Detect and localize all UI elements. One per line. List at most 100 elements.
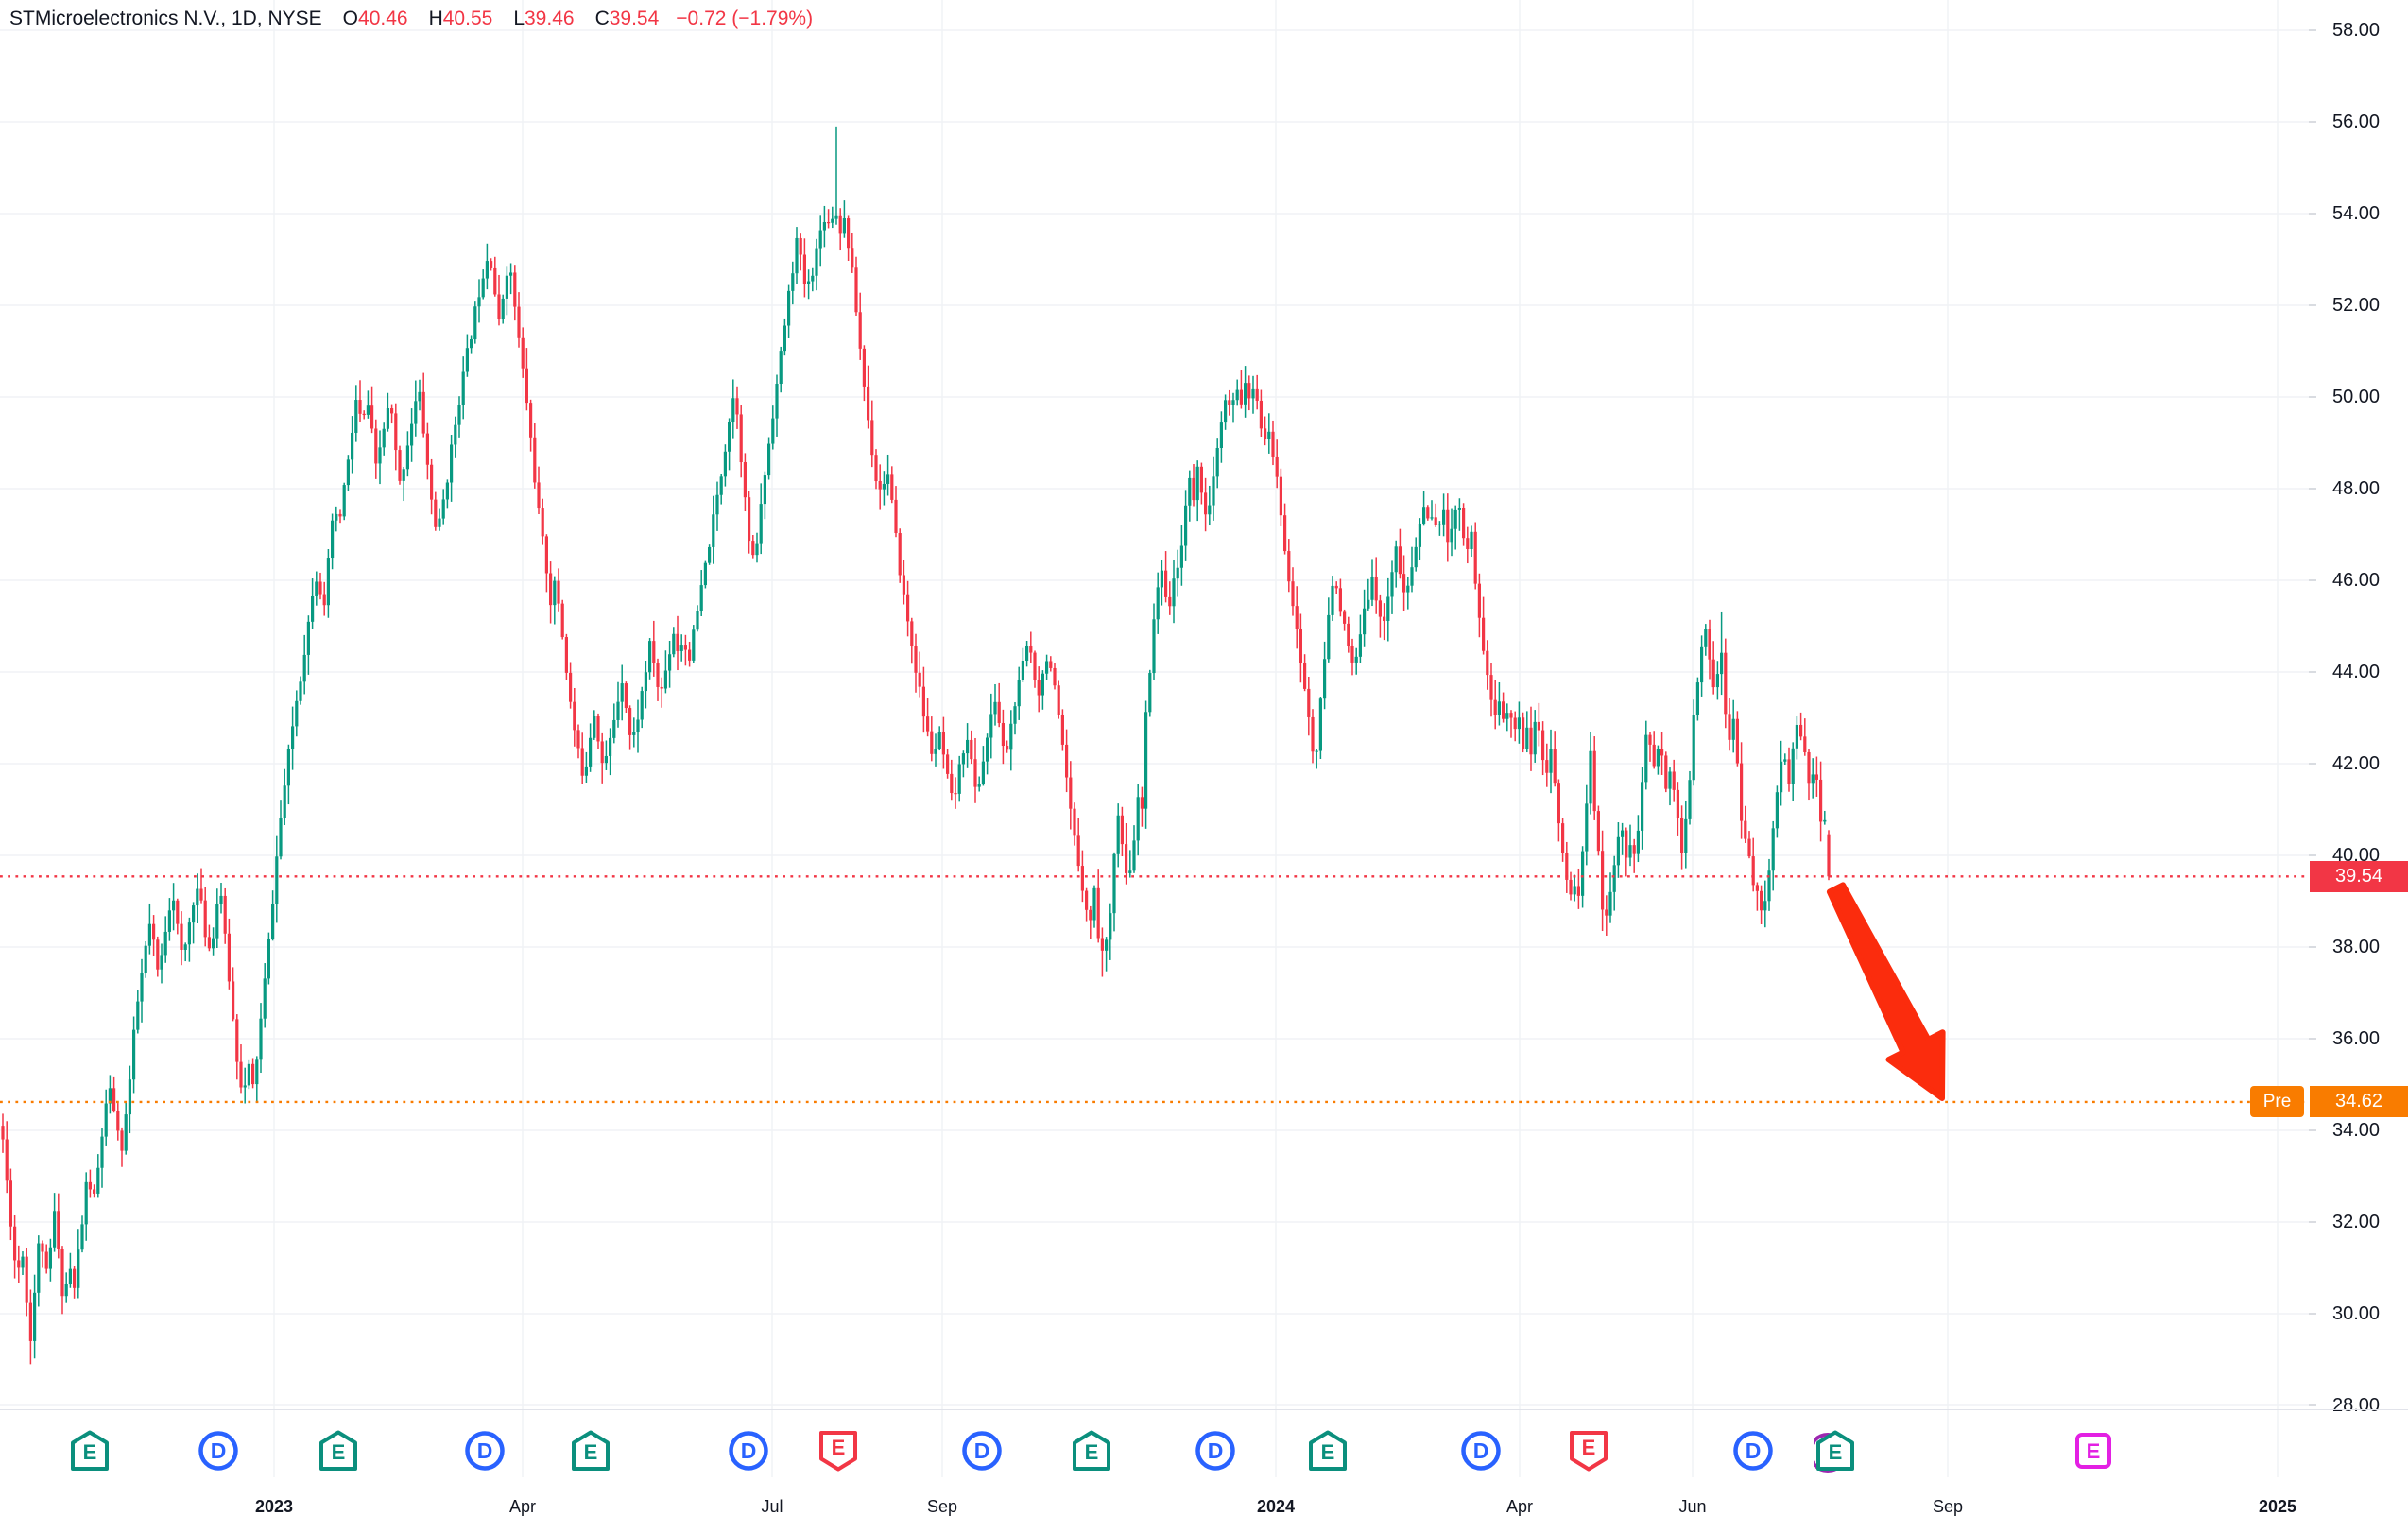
price-axis-label: 44.00 — [2332, 662, 2381, 682]
candle-body — [1517, 717, 1521, 730]
dividend-badge[interactable]: D — [197, 1429, 240, 1473]
earnings-beat-badge[interactable]: E — [1306, 1429, 1350, 1473]
candle-body — [263, 978, 267, 1019]
candle-body — [799, 237, 802, 255]
earnings-upcoming-badge[interactable]: E — [2072, 1429, 2115, 1473]
dividend-badge[interactable]: D — [1459, 1429, 1503, 1473]
candle-body — [533, 437, 537, 483]
candle-body — [1513, 717, 1517, 730]
candle-body — [1644, 734, 1648, 783]
candle-body — [600, 741, 604, 764]
dividend-badge[interactable]: D — [727, 1429, 770, 1473]
candle-body — [430, 464, 434, 500]
candle-body — [593, 716, 596, 738]
candle-body — [926, 716, 930, 732]
dividend-badge[interactable]: D — [960, 1429, 1004, 1473]
earnings-beat-overlap-badge[interactable]: E — [1808, 1429, 1857, 1473]
candle-body — [1751, 856, 1755, 886]
candle-body — [370, 405, 374, 429]
candle-body — [1493, 699, 1497, 715]
earnings-miss-badge[interactable]: E — [1567, 1429, 1610, 1473]
candle-body — [88, 1181, 92, 1190]
candle-body — [771, 418, 775, 444]
price-axis-label: 54.00 — [2332, 203, 2381, 224]
candle-body — [878, 481, 882, 490]
candle-body — [203, 900, 207, 938]
pre-market-chip: Pre — [2250, 1086, 2304, 1118]
high-value: 40.55 — [442, 8, 493, 29]
candle-body — [1605, 909, 1608, 916]
candle-body — [1470, 531, 1473, 549]
price-axis-label: 28.00 — [2332, 1395, 2381, 1416]
candle-body — [1148, 673, 1152, 713]
candle-body — [509, 272, 513, 276]
candle-body — [73, 1268, 77, 1288]
candle-body — [728, 422, 731, 452]
candle-body — [461, 371, 465, 405]
candle-body — [1728, 714, 1731, 740]
earnings-beat-badge[interactable]: E — [1070, 1429, 1113, 1473]
candle-body — [807, 281, 811, 284]
candle-body — [1105, 939, 1109, 951]
candle-body — [283, 785, 286, 818]
candle-body — [827, 222, 831, 224]
candle-body — [386, 408, 389, 429]
symbol-title[interactable]: STMicroelectronics N.V., 1D, NYSE — [9, 8, 322, 29]
candle-body — [1533, 721, 1537, 755]
earnings-beat-badge[interactable]: E — [317, 1429, 360, 1473]
price-axis-label: 58.00 — [2332, 20, 2381, 41]
candle-body — [84, 1181, 88, 1225]
candle-body — [1219, 422, 1223, 448]
candle-body — [1358, 634, 1362, 657]
candle-body — [1502, 701, 1505, 719]
candle-body — [1576, 886, 1580, 896]
candle-body — [1199, 466, 1203, 493]
candle-body — [77, 1249, 80, 1288]
candle-body — [1192, 477, 1195, 501]
candle-body — [584, 766, 588, 776]
candle-body — [1390, 572, 1394, 597]
down-arrow-annotation[interactable] — [1826, 882, 1946, 1101]
symbol-info-bar[interactable]: STMicroelectronics N.V., 1D, NYSE O40.46 H… — [9, 8, 813, 30]
candle-body — [941, 732, 945, 755]
candle-body — [1006, 746, 1009, 750]
candle-body — [13, 1226, 17, 1261]
candle-body — [33, 1292, 37, 1341]
candle-body — [501, 298, 505, 319]
earnings-beat-badge[interactable]: E — [68, 1429, 112, 1473]
candle-body — [609, 737, 612, 756]
earnings-miss-badge[interactable]: E — [817, 1429, 860, 1473]
last-price-axis-label: 39.54 — [2310, 860, 2408, 892]
candle-body — [1803, 736, 1807, 752]
price-axis-label: 30.00 — [2332, 1303, 2381, 1324]
dividend-badge[interactable]: D — [463, 1429, 507, 1473]
candle-body — [676, 633, 679, 651]
candle-body — [1323, 659, 1327, 699]
candle-body — [914, 646, 918, 673]
dividend-badge[interactable]: D — [1731, 1429, 1775, 1473]
candle-body — [187, 922, 191, 945]
candle-body — [1041, 673, 1044, 696]
candle-body — [1096, 887, 1100, 939]
candle-body — [271, 904, 275, 939]
candle-body — [64, 1283, 68, 1297]
earnings-beat-badge[interactable]: E — [569, 1429, 612, 1473]
candle-body — [1065, 744, 1069, 778]
candle-body — [1735, 718, 1739, 764]
candle-body — [1029, 646, 1033, 653]
candle-body — [192, 905, 196, 923]
candle-body — [731, 398, 735, 423]
candle-body — [1755, 885, 1759, 891]
candle-body — [1660, 749, 1664, 756]
candle-body — [1549, 749, 1553, 773]
candle-body — [632, 732, 636, 735]
candle-body — [232, 981, 235, 1020]
candle-body — [1708, 629, 1711, 660]
dividend-badge[interactable]: D — [1194, 1429, 1237, 1473]
candle-body — [223, 895, 227, 934]
candle-body — [553, 580, 557, 606]
candle-body — [1740, 763, 1744, 821]
candle-body — [1799, 724, 1803, 737]
candle-body — [1553, 749, 1557, 784]
